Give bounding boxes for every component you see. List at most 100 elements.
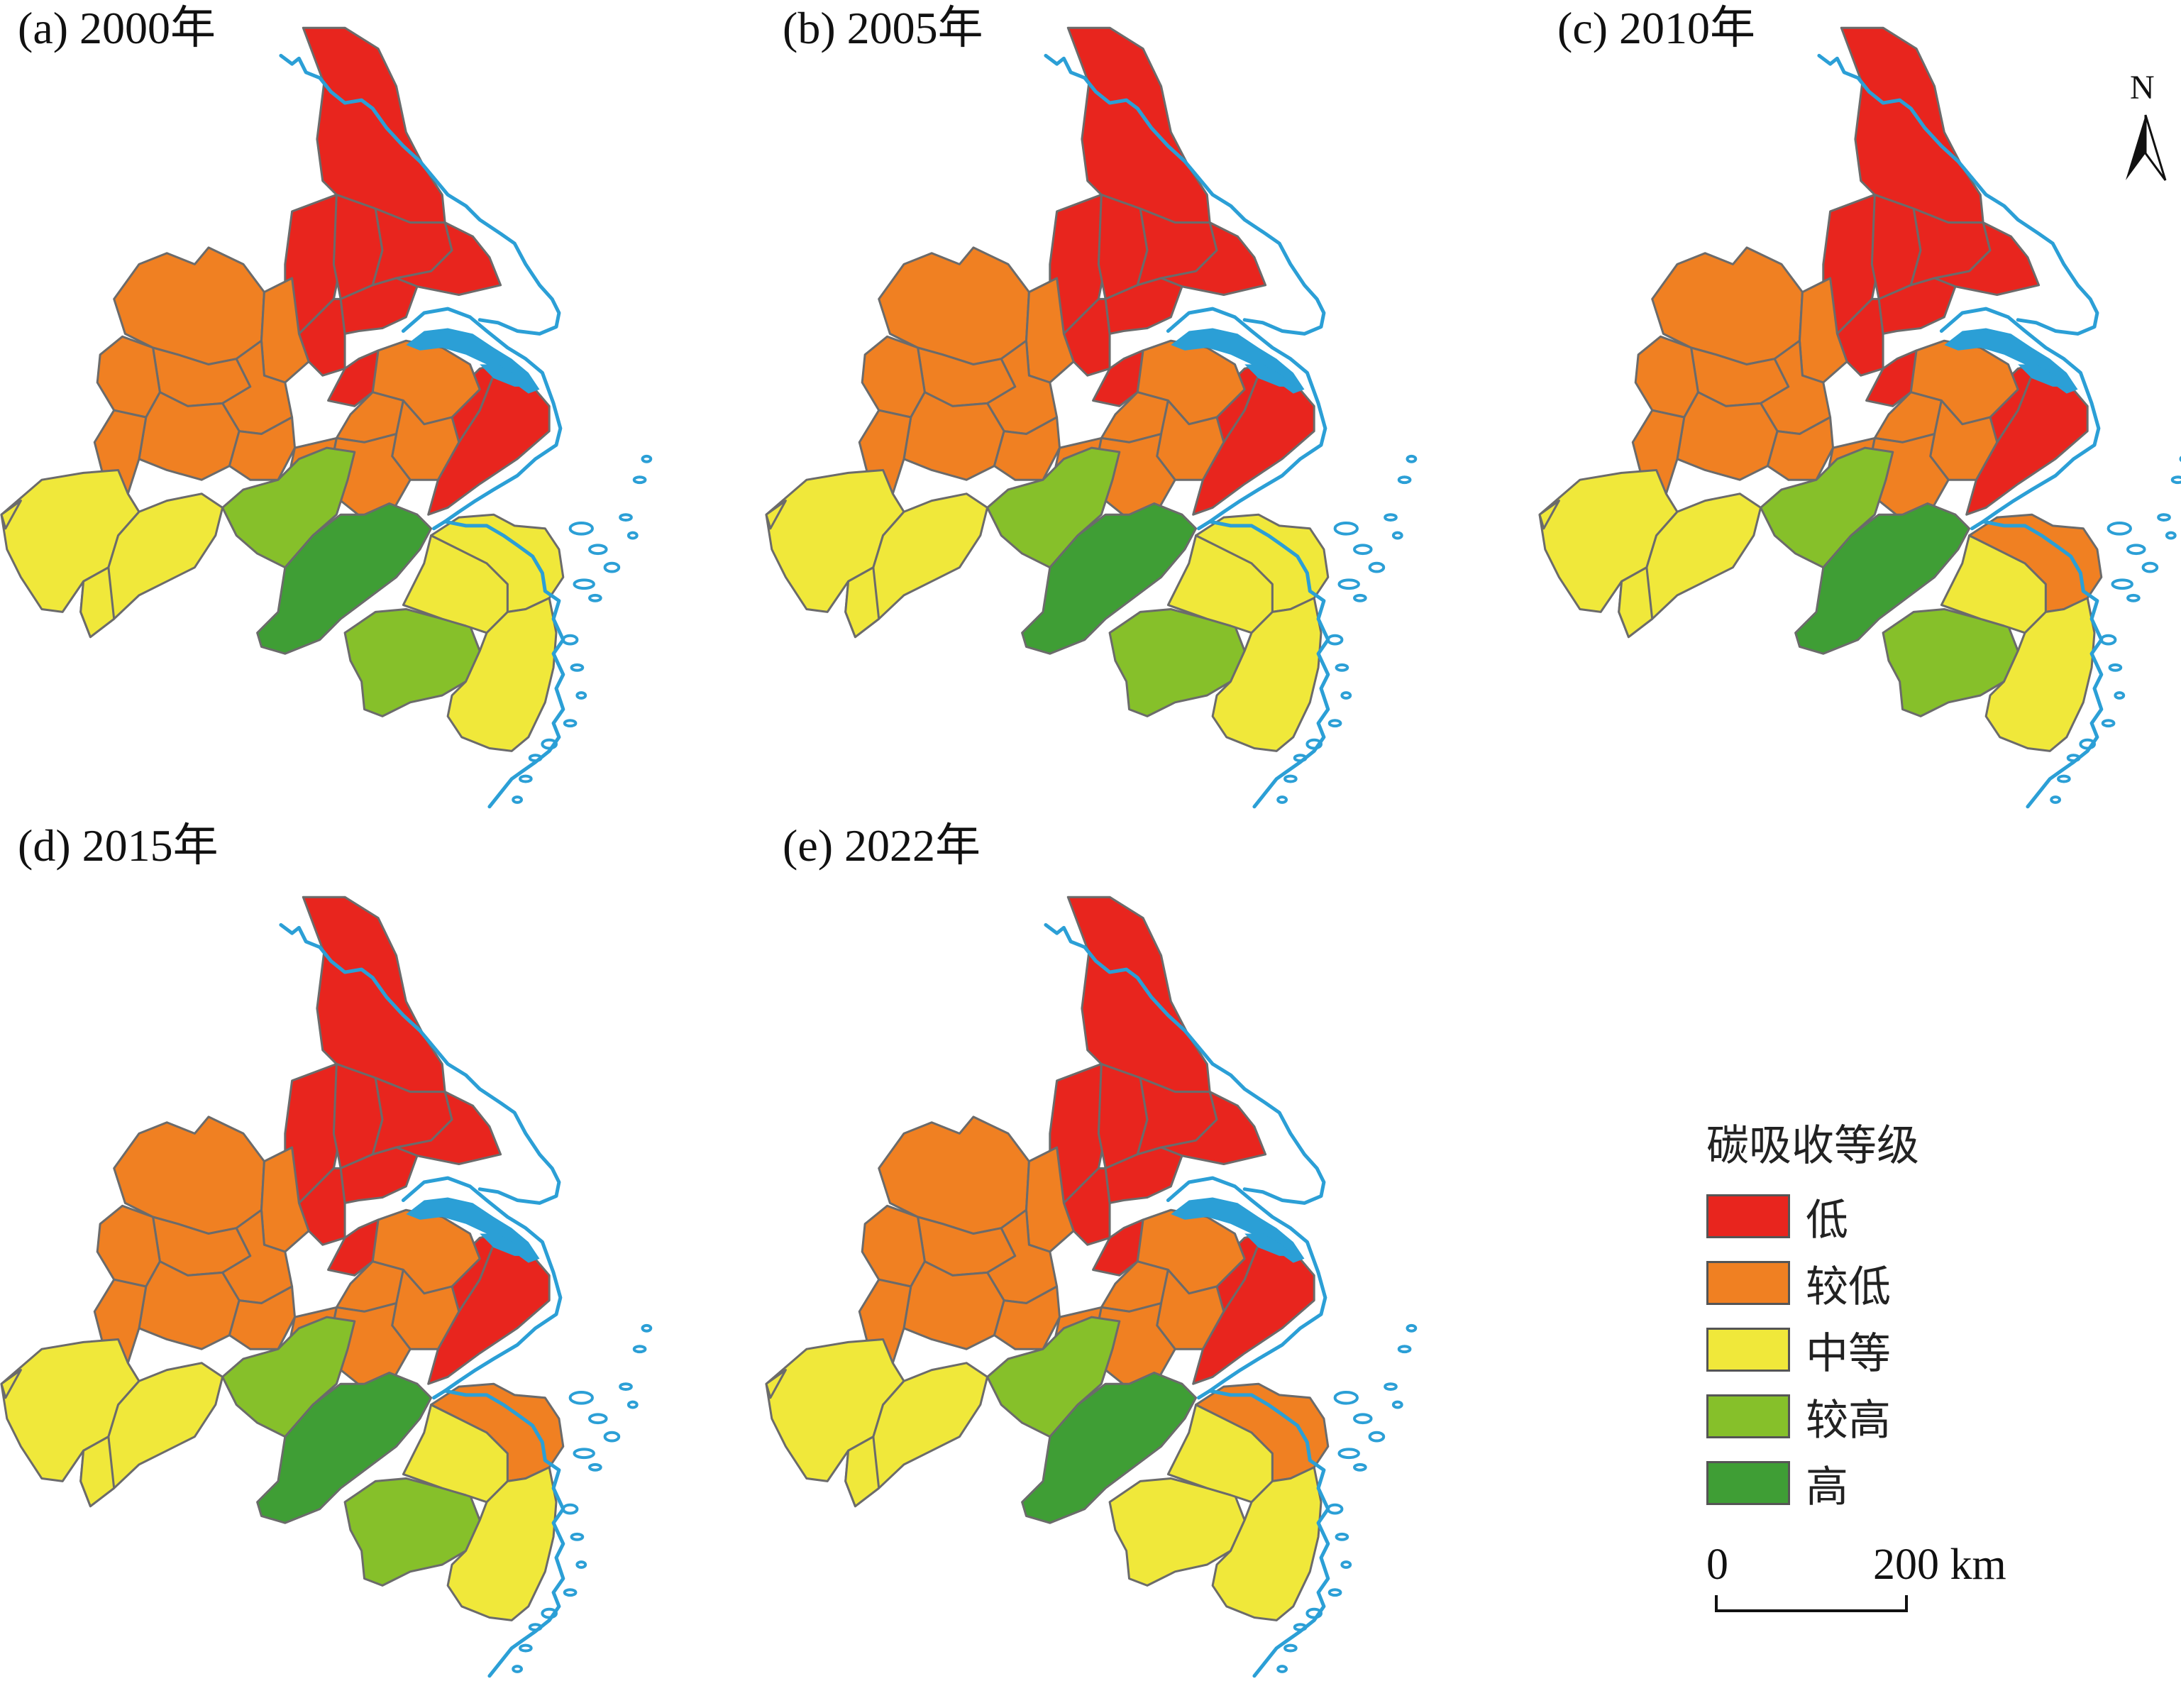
region-e-26 — [1110, 1478, 1244, 1585]
legend-label-high: 高 — [1806, 1462, 1848, 1512]
coastline-a-2 — [403, 309, 560, 529]
region-d-14 — [97, 1206, 160, 1286]
region-e-33 — [846, 1437, 879, 1506]
region-e-6 — [1064, 1168, 1110, 1245]
region-d-32 — [1, 1370, 21, 1398]
map-panel-a — [1, 28, 651, 807]
island-b-12 — [1342, 693, 1350, 698]
region-c-32 — [1540, 501, 1559, 529]
legend-swatch-higher — [1706, 1394, 1790, 1438]
legend: 碳吸收等级 低 较低 中等 较高 高 — [1706, 1125, 2004, 1516]
island-a-2 — [590, 545, 607, 553]
coastline-c-1 — [1819, 55, 2097, 334]
region-a-26 — [345, 609, 480, 716]
island-b-1 — [1335, 523, 1357, 534]
region-a-25 — [258, 504, 431, 654]
island-b-16 — [1285, 776, 1296, 782]
scale-start-label: 0 — [1706, 1541, 1728, 1589]
coastline-d-4 — [490, 1460, 563, 1676]
region-c-33 — [1619, 568, 1652, 637]
region-c-28 — [1970, 514, 2102, 612]
island-d-16 — [520, 1646, 531, 1651]
region-e-5 — [1161, 1092, 1266, 1164]
coastline-c-4 — [2028, 591, 2102, 807]
estuary-d-2 — [480, 1233, 529, 1256]
region-c-18 — [1767, 417, 1833, 480]
region-a-16 — [139, 392, 239, 480]
island-c-16 — [2058, 776, 2070, 782]
region-d-25 — [258, 1373, 431, 1524]
region-b-26 — [1110, 609, 1244, 716]
region-c-6 — [1837, 299, 1883, 375]
region-a-18 — [229, 417, 294, 480]
region-e-25 — [1022, 1373, 1196, 1524]
island-a-14 — [542, 740, 556, 749]
north-arrow-icon — [2126, 114, 2167, 181]
region-b-14 — [862, 336, 924, 417]
region-b-33 — [846, 568, 879, 637]
region-d-6 — [299, 1168, 345, 1245]
legend-swatch-high — [1706, 1461, 1790, 1505]
island-e-10 — [1328, 1505, 1342, 1514]
island-c-9 — [2128, 595, 2139, 601]
region-e-32 — [766, 1370, 785, 1398]
legend-label-lower: 较低 — [1806, 1262, 1891, 1312]
region-e-16 — [904, 1262, 1004, 1349]
coastline-d-1 — [281, 925, 559, 1203]
region-d-28 — [431, 1384, 563, 1481]
estuary-b-2 — [1244, 364, 1293, 387]
island-e-13 — [1330, 1589, 1341, 1595]
region-b-16 — [904, 392, 1004, 480]
legend-item-high: 高 — [1706, 1450, 2004, 1516]
legend-item-lower: 较低 — [1706, 1250, 2004, 1316]
island-e-6 — [1399, 1346, 1410, 1352]
island-a-12 — [577, 693, 585, 698]
island-c-17 — [2051, 797, 2060, 803]
island-a-13 — [565, 720, 576, 726]
island-b-13 — [1330, 720, 1341, 726]
region-e-1 — [1068, 897, 1210, 1091]
island-a-15 — [530, 755, 541, 761]
map-panel-b — [766, 28, 1415, 807]
panel-title-c: (c) 2010年 — [1557, 3, 1756, 53]
legend-label-higher: 较高 — [1806, 1395, 1891, 1445]
island-a-11 — [572, 665, 583, 671]
region-b-6 — [1064, 299, 1110, 375]
island-c-10 — [2102, 636, 2116, 644]
region-c-1 — [1841, 28, 1983, 222]
coastline-c-2 — [1941, 309, 2098, 529]
island-c-3 — [2143, 563, 2158, 572]
island-d-3 — [605, 1433, 619, 1441]
scale-bar-line — [1715, 1595, 1908, 1612]
region-d-5 — [397, 1092, 501, 1164]
region-a-1 — [303, 28, 445, 222]
scale-end-label: 200 km — [1873, 1541, 2006, 1589]
island-a-5 — [629, 533, 637, 539]
region-a-32 — [1, 501, 21, 529]
region-d-24 — [223, 1317, 355, 1437]
region-b-24 — [988, 448, 1120, 568]
island-e-16 — [1285, 1646, 1296, 1651]
legend-item-medium: 中等 — [1706, 1316, 2004, 1383]
island-e-11 — [1337, 1534, 1348, 1540]
island-c-12 — [2115, 693, 2124, 698]
island-b-5 — [1393, 533, 1402, 539]
region-c-25 — [1796, 504, 1970, 654]
island-d-9 — [590, 1465, 601, 1470]
region-c-26 — [1883, 609, 2018, 716]
legend-title: 碳吸收等级 — [1706, 1121, 1919, 1171]
island-c-11 — [2110, 665, 2121, 671]
legend-item-low: 低 — [1706, 1183, 2004, 1250]
legend-swatch-medium — [1706, 1328, 1790, 1372]
island-b-4 — [1385, 514, 1396, 520]
island-c-13 — [2103, 720, 2114, 726]
island-e-15 — [1295, 1624, 1306, 1630]
coastline-e-2 — [1168, 1178, 1325, 1398]
coastline-a-1 — [281, 55, 559, 334]
north-arrow: N — [2113, 68, 2178, 189]
region-b-25 — [1022, 504, 1196, 654]
region-d-26 — [345, 1478, 480, 1585]
island-d-8 — [574, 1449, 593, 1458]
coastline-d-2 — [403, 1178, 560, 1398]
island-c-1 — [2109, 523, 2131, 534]
